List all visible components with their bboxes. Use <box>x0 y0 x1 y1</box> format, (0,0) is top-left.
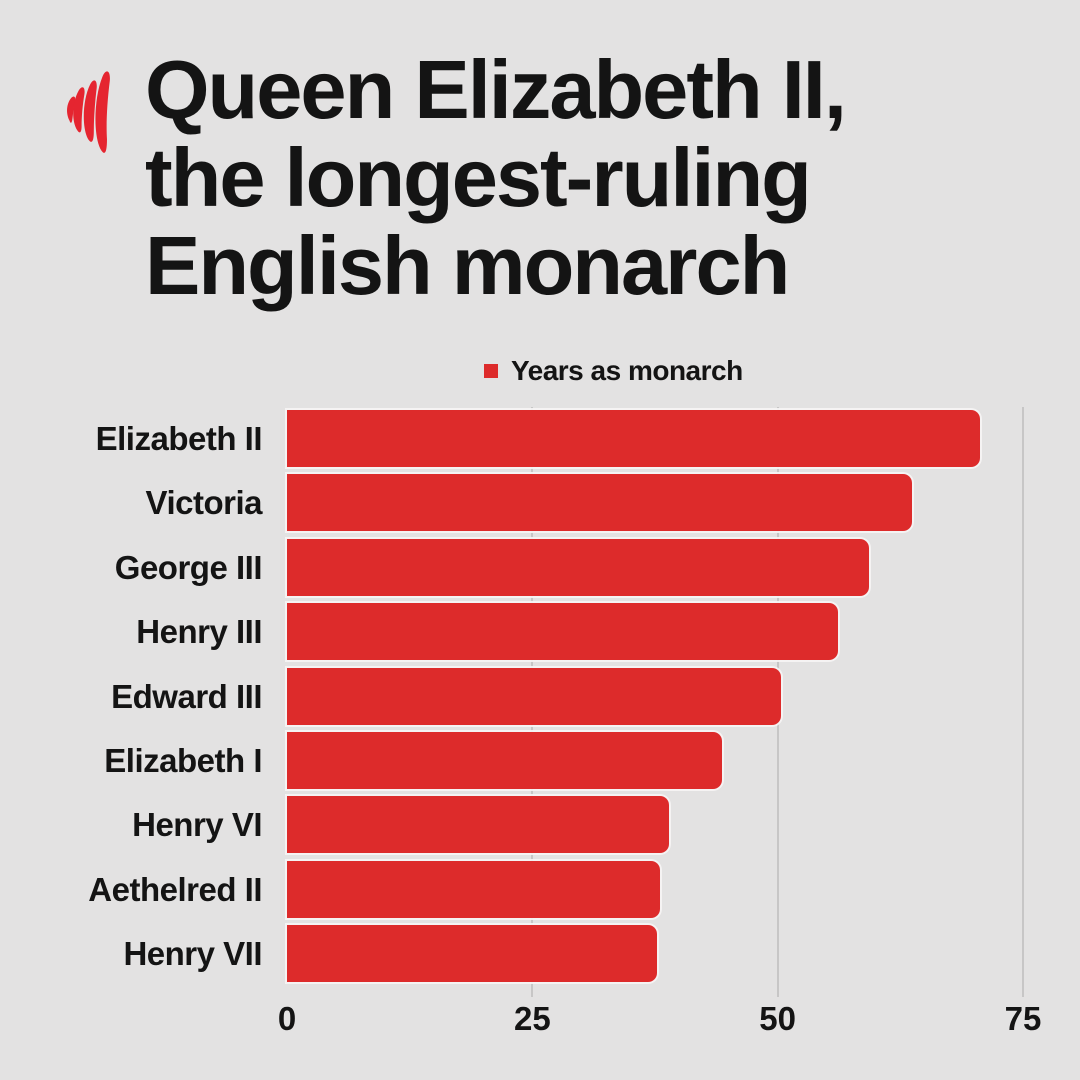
bar-track <box>287 538 1023 596</box>
bar-track <box>287 796 1023 854</box>
category-label: Aethelred II <box>88 870 262 908</box>
bar-track <box>287 667 1023 725</box>
x-axis: 0 25 50 75 <box>0 1000 1080 1050</box>
sbs-flames-logo <box>67 71 110 153</box>
bar-row: Henry VI <box>0 796 1080 854</box>
bar-track <box>287 731 1023 789</box>
bar-track <box>287 925 1023 983</box>
category-label: Henry III <box>136 613 262 651</box>
bar-track <box>287 860 1023 918</box>
bar-row: George III <box>0 538 1080 596</box>
x-tick-label: 25 <box>513 1000 551 1037</box>
bar-henry-vii <box>287 925 657 983</box>
bar-elizabeth-ii <box>287 410 980 467</box>
bar-aethelred-ii <box>287 860 660 918</box>
page-title-line: Queen Elizabeth II, <box>145 43 847 136</box>
x-tick-label: 50 <box>759 1000 797 1037</box>
bar-edward-iii <box>287 667 781 725</box>
bar-row: Elizabeth II <box>0 410 1080 467</box>
bar-george-iii <box>287 538 869 596</box>
category-label: Elizabeth I <box>104 741 262 779</box>
bar-row: Elizabeth I <box>0 731 1080 789</box>
bar-row: Edward III <box>0 667 1080 725</box>
bar-row: Henry III <box>0 603 1080 661</box>
x-tick-label: 0 <box>277 1000 297 1037</box>
category-label: Elizabeth II <box>95 420 263 457</box>
category-label: Victoria <box>145 484 263 522</box>
x-tick-label: 75 <box>1004 1000 1042 1037</box>
legend-swatch-icon <box>484 364 498 378</box>
category-label: Edward III <box>111 677 262 715</box>
bar-row: Henry VII <box>0 925 1080 983</box>
bar-henry-vi <box>287 796 669 854</box>
gridline-75 <box>1022 407 1024 997</box>
category-label: George III <box>114 548 263 586</box>
bar-track <box>287 410 1023 467</box>
category-label: Henry VII <box>123 935 262 973</box>
bar-row: Victoria <box>0 474 1080 532</box>
category-label: Henry VI <box>132 806 262 844</box>
legend-label: Years as monarch <box>511 355 743 386</box>
bar-track <box>287 603 1023 661</box>
page-title-line: the longest-ruling <box>145 131 812 224</box>
bar-row: Aethelred II <box>0 860 1080 918</box>
page-title-line: English monarch <box>145 219 790 312</box>
bar-track <box>287 474 1023 532</box>
chart-legend: Years as monarch <box>484 355 743 386</box>
bar-elizabeth-i <box>287 731 722 789</box>
bar-henry-iii <box>287 603 838 661</box>
bar-victoria <box>287 474 913 532</box>
bar-chart: Elizabeth II Victoria George III Henry III E… <box>0 407 1080 997</box>
page-title: Queen Elizabeth II, the longest-ruling Eng… <box>145 43 847 312</box>
